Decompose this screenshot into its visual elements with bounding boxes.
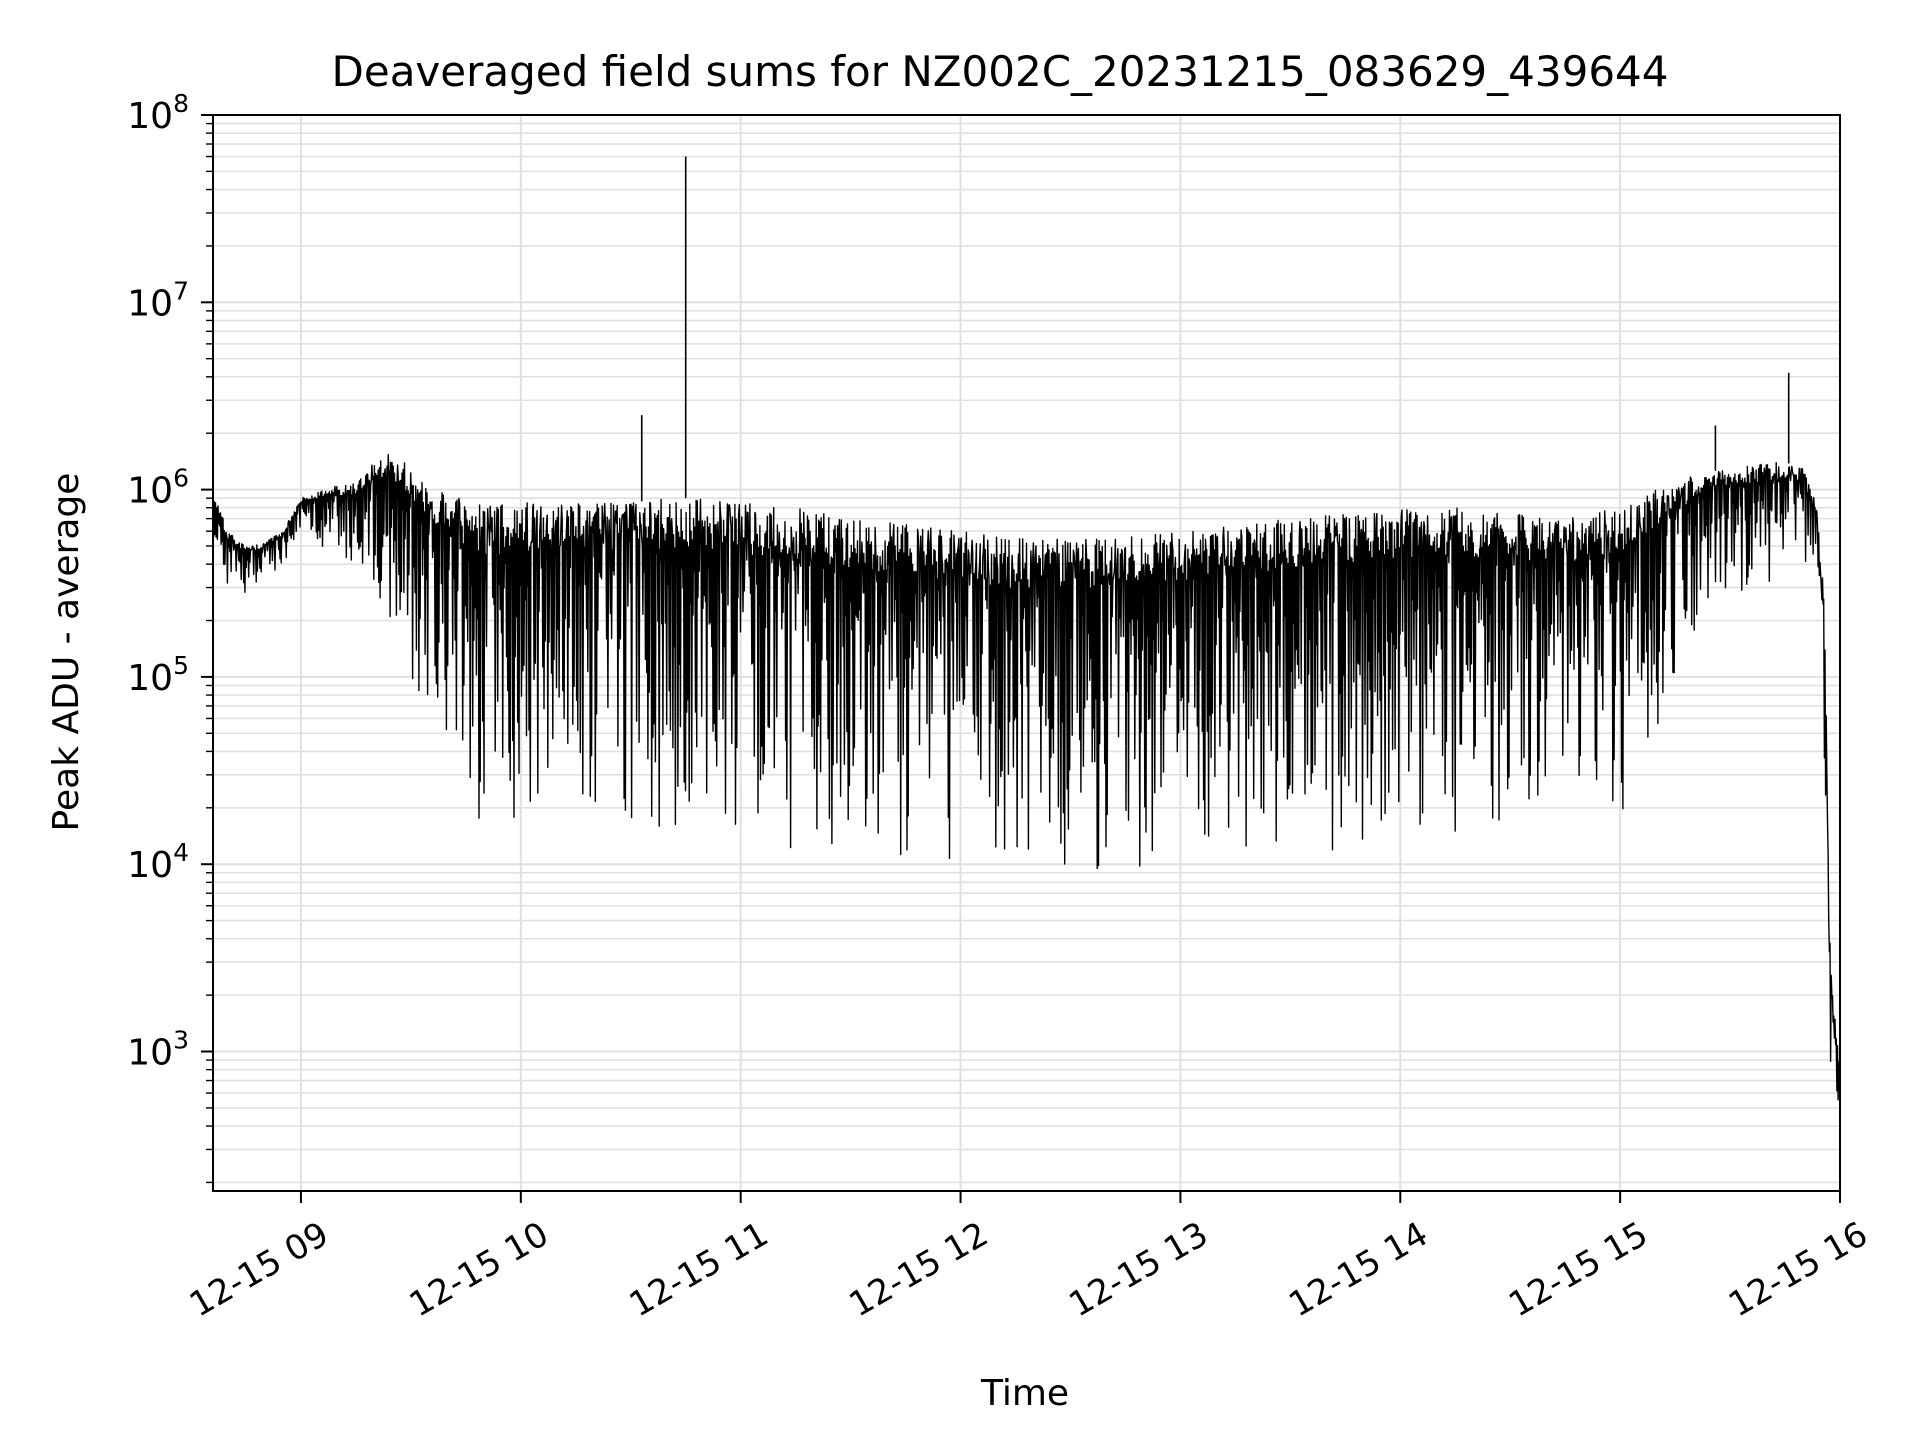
x-tick-label: 12-15 13 [1063,1214,1215,1325]
y-tick-label: 104 [127,838,189,886]
x-tick-label: 12-15 12 [843,1214,995,1325]
y-tick-label: 106 [127,464,189,512]
x-tick-label: 12-15 10 [403,1214,555,1325]
plot-frame [212,114,1841,1192]
data-layer [212,156,1841,1101]
data-series-line [212,453,1841,1101]
x-tick-label: 12-15 16 [1722,1214,1874,1325]
y-tick-label: 108 [127,89,189,137]
y-tick-label: 105 [127,651,189,699]
x-axis-label: Time [980,1373,1069,1414]
x-tick-label: 12-15 09 [183,1214,335,1325]
x-tick-label: 12-15 11 [623,1214,775,1325]
y-axis-label: Peak ADU - average [46,473,87,832]
chart-title: Deaveraged field sums for NZ002C_2023121… [332,47,1669,96]
x-tick-label: 12-15 14 [1282,1214,1434,1325]
y-tick-label: 107 [127,276,189,324]
x-tick-label: 12-15 15 [1502,1214,1654,1325]
y-tick-label: 103 [127,1026,189,1074]
